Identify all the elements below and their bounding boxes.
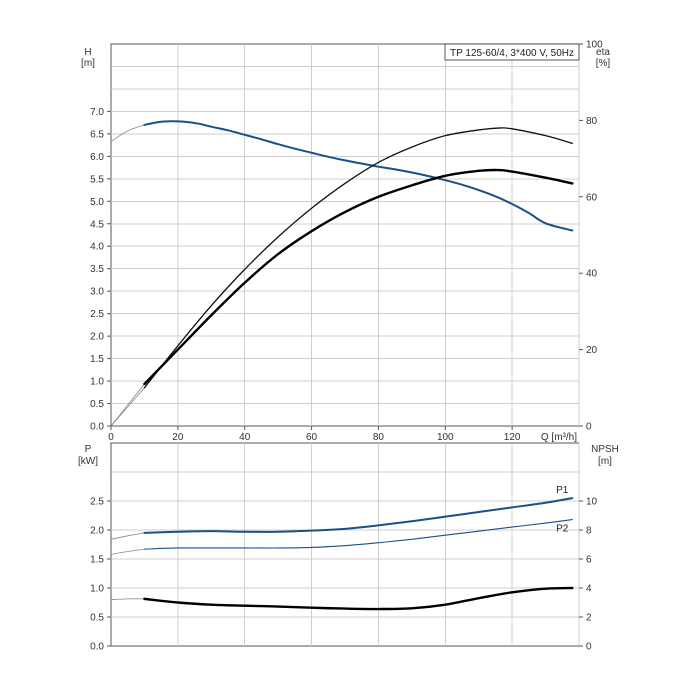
power-tick-label: 1.0: [90, 584, 104, 595]
npsh-curve-extension: [110, 598, 145, 600]
head-tick-label: 4.0: [90, 242, 104, 253]
power-tick-label: 1.5: [90, 555, 104, 566]
eta-tick-label: 0: [586, 422, 592, 433]
head-tick-label: 1.0: [90, 377, 104, 388]
npsh-axis-unit: [m]: [598, 456, 612, 467]
power-npsh-plot-frame: [110, 442, 580, 647]
pump-model-legend: TP 125-60/4, 3*400 V, 50Hz: [444, 43, 580, 61]
flow-tick-label: 20: [172, 432, 184, 443]
power-tick-label: 0.0: [90, 642, 104, 653]
head-curve: [143, 120, 574, 232]
power-tick-label: 2.0: [90, 526, 104, 537]
series-label-p2: P2: [556, 524, 569, 535]
eta-tick-label: 60: [586, 192, 598, 203]
head-axis-unit: [m]: [81, 58, 95, 69]
power-tick-label: 2.5: [90, 497, 104, 508]
npsh-tick-label: 4: [586, 584, 592, 595]
head-efficiency-curves: [110, 120, 574, 427]
head-tick-label: 7.0: [90, 107, 104, 118]
flow-tick-label: 0: [108, 432, 114, 443]
efficiency-curve-upper: [143, 127, 573, 389]
efficiency-curve-lower-extension: [110, 383, 145, 427]
efficiency-curve-lower: [143, 168, 574, 386]
power-npsh-ticks: 0.0 0.5 1.0 1.5 2.0 2.5 0 2 4 6 8 10: [90, 497, 597, 653]
flow-tick-label: 80: [373, 432, 385, 443]
power-npsh-chart: 0.0 0.5 1.0 1.5 2.0 2.5 0 2 4 6 8 10 P [kW] NPSH [m…: [78, 442, 619, 653]
head-curve-extension: [110, 124, 145, 142]
npsh-tick-label: 0: [586, 642, 592, 653]
power-p2-curve-extension: [110, 548, 145, 555]
head-tick-label: 3.0: [90, 287, 104, 298]
head-efficiency-grid: [111, 44, 580, 426]
head-tick-label: 2.0: [90, 332, 104, 343]
npsh-curve: [143, 586, 574, 611]
head-tick-label: 5.0: [90, 197, 104, 208]
npsh-tick-label: 10: [586, 497, 598, 508]
eta-tick-label: 80: [586, 116, 598, 127]
eta-axis-unit: [%]: [596, 58, 611, 69]
head-tick-label: 0.0: [90, 422, 104, 433]
head-efficiency-ticks: 0.0 0.5 1.0 1.5 2.0 2.5 3.0 3.5 4.0 4.5 5.0 5.5 6.0 6…: [90, 40, 603, 444]
series-label-p1: P1: [556, 485, 569, 496]
power-p1-curve-extension: [110, 532, 145, 540]
pump-model-legend-box: [444, 43, 580, 61]
flow-tick-label: 100: [437, 432, 454, 443]
head-tick-label: 1.5: [90, 354, 104, 365]
flow-tick-label: 60: [306, 432, 318, 443]
head-tick-label: 2.5: [90, 309, 104, 320]
power-axis-label: P: [85, 444, 92, 455]
power-npsh-grid: [111, 443, 580, 646]
pump-model-title: TP 125-60/4, 3*400 V, 50Hz: [450, 48, 574, 59]
head-tick-label: 3.5: [90, 264, 104, 275]
head-tick-label: 6.5: [90, 129, 104, 140]
head-tick-label: 6.0: [90, 152, 104, 163]
eta-axis-label: eta: [596, 47, 610, 58]
head-efficiency-plot-frame: [110, 43, 580, 427]
flow-tick-label: 120: [504, 432, 521, 443]
flow-tick-label: 40: [239, 432, 251, 443]
npsh-tick-label: 6: [586, 555, 592, 566]
npsh-tick-label: 8: [586, 526, 592, 537]
power-p1-curve: [143, 497, 574, 534]
head-tick-label: 4.5: [90, 219, 104, 230]
head-efficiency-chart: 0.0 0.5 1.0 1.5 2.0 2.5 3.0 3.5 4.0 4.5 5.0 5.5 6.0 6…: [81, 40, 610, 444]
power-npsh-curves: [110, 497, 574, 611]
npsh-tick-label: 2: [586, 613, 592, 624]
power-axis-unit: [kW]: [78, 456, 98, 467]
head-tick-label: 0.5: [90, 399, 104, 410]
eta-tick-label: 100: [586, 40, 603, 51]
eta-tick-label: 40: [586, 269, 598, 280]
npsh-axis-label: NPSH: [591, 444, 619, 455]
head-tick-label: 5.5: [90, 174, 104, 185]
eta-tick-label: 20: [586, 345, 598, 356]
power-tick-label: 0.5: [90, 613, 104, 624]
power-p2-curve: [143, 519, 573, 550]
head-axis-label: H: [84, 47, 91, 58]
flow-axis-label: Q [m³/h]: [541, 432, 577, 443]
